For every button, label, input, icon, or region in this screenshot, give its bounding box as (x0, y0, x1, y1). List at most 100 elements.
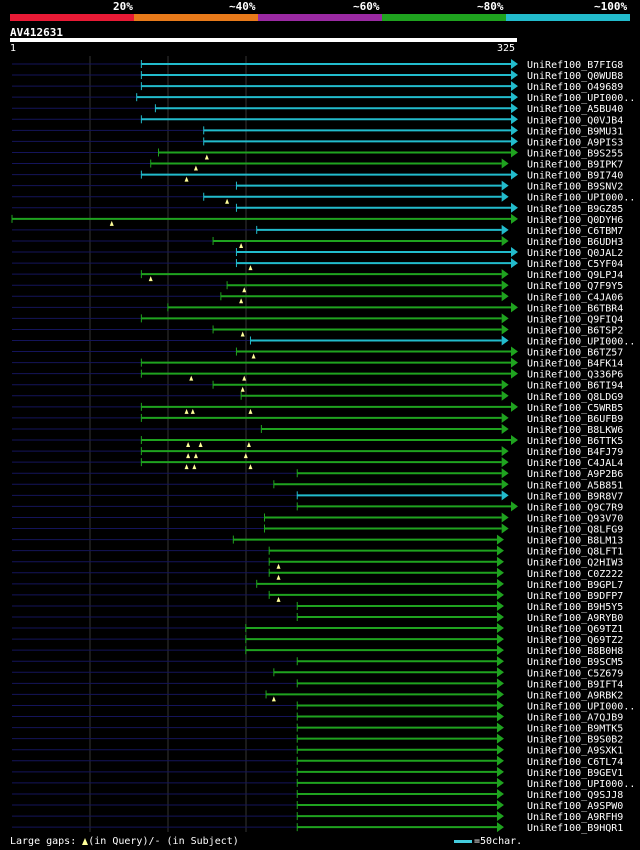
hit-label[interactable]: UniRef100_Q0WUB8 (527, 71, 623, 82)
hit-arrow-icon (501, 313, 509, 324)
hit-row: UniRef100_B9IFT4 (12, 678, 623, 690)
hit-label[interactable]: UniRef100_Q9SJJ8 (527, 790, 623, 801)
hit-label[interactable]: UniRef100_B6TZ57 (527, 348, 623, 359)
hit-label[interactable]: UniRef100_Q69TZ1 (527, 624, 623, 635)
hit-label[interactable]: UniRef100_B9MTK5 (527, 724, 623, 735)
hit-label[interactable]: UniRef100_A9SPW0 (527, 801, 623, 812)
hit-arrow-icon (501, 412, 509, 423)
hit-label[interactable]: UniRef100_Q336P6 (527, 370, 623, 381)
hit-label[interactable]: UniRef100_A9P2B6 (527, 469, 623, 480)
hit-label[interactable]: UniRef100_B9GZ85 (527, 204, 623, 215)
hit-label[interactable]: UniRef100_B9DFP7 (527, 591, 623, 602)
hit-row: UniRef100_B8LKW6 (12, 423, 623, 436)
hit-label[interactable]: UniRef100_B9R8V7 (527, 491, 623, 502)
hit-label[interactable]: UniRef100_C5Z679 (527, 668, 623, 679)
hit-row: UniRef100_Q9C7R9 (12, 501, 623, 513)
hit-label[interactable]: UniRef100_C0Z222 (527, 569, 623, 580)
hit-label[interactable]: UniRef100_B6UFB9 (527, 414, 623, 425)
hit-label[interactable]: UniRef100_B9IFT4 (527, 679, 623, 690)
hit-label[interactable]: UniRef100_Q9LPJ4 (527, 270, 623, 281)
hit-arrow-icon (511, 103, 518, 114)
hit-label[interactable]: UniRef100_UPI000.. (527, 779, 635, 790)
hit-label[interactable]: UniRef100_Q0JAL2 (527, 248, 623, 259)
hit-label[interactable]: UniRef100_Q7F9Y5 (527, 281, 623, 292)
hit-label[interactable]: UniRef100_B9SNV2 (527, 182, 623, 193)
hit-row: UniRef100_Q9LPJ4 (12, 269, 623, 282)
hit-arrow-icon (511, 169, 518, 180)
hit-label[interactable]: UniRef100_B8LM13 (527, 536, 623, 547)
hit-label[interactable]: UniRef100_Q9C7R9 (527, 502, 623, 513)
hit-arrow-icon (501, 446, 509, 457)
hit-label[interactable]: UniRef100_C5WRB5 (527, 403, 623, 414)
hit-label[interactable]: UniRef100_C6TL74 (527, 757, 623, 768)
query-gap-marker (184, 464, 189, 470)
query-gap-marker (192, 464, 197, 470)
hit-label[interactable]: UniRef100_A5B851 (527, 480, 623, 491)
hit-label[interactable]: UniRef100_Q9FIQ4 (527, 314, 623, 325)
hit-label[interactable]: UniRef100_Q69TZ2 (527, 635, 623, 646)
hit-label[interactable]: UniRef100_B8LKW6 (527, 425, 623, 436)
hit-label[interactable]: UniRef100_O49689 (527, 82, 623, 93)
hit-label[interactable]: UniRef100_B6UDH3 (527, 237, 623, 248)
hit-label[interactable]: UniRef100_C5YF04 (527, 259, 623, 270)
hit-arrow-icon (511, 136, 518, 147)
hit-arrow-icon (511, 81, 518, 92)
hit-label[interactable]: UniRef100_B6TTK5 (527, 436, 623, 447)
hit-label[interactable]: UniRef100_A9RYB0 (527, 613, 623, 624)
hit-arrow-icon (496, 689, 504, 700)
hit-row: UniRef100_UPI000.. (12, 777, 635, 790)
hit-label[interactable]: UniRef100_B9GPL7 (527, 580, 623, 591)
hit-label[interactable]: UniRef100_B4FJ79 (527, 447, 623, 458)
hit-label[interactable]: UniRef100_A9RFH9 (527, 812, 623, 823)
hit-row: UniRef100_Q69TZ2 (12, 634, 623, 646)
scale-label-100: ~100% (594, 0, 628, 13)
hit-label[interactable]: UniRef100_B9MU31 (527, 126, 623, 137)
hit-arrow-icon (496, 656, 504, 667)
hit-label[interactable]: UniRef100_UPI000.. (527, 193, 635, 204)
hit-label[interactable]: UniRef100_B9SCM5 (527, 657, 623, 668)
hit-label[interactable]: UniRef100_Q93V70 (527, 513, 623, 524)
hit-label[interactable]: UniRef100_UPI000.. (527, 93, 635, 104)
hit-label[interactable]: UniRef100_Q8LFT1 (527, 547, 623, 558)
hit-label[interactable]: UniRef100_UPI000.. (527, 337, 635, 348)
hit-label[interactable]: UniRef100_Q8LDG9 (527, 392, 623, 403)
hit-row: UniRef100_B6UDH3 (12, 235, 623, 248)
hit-label[interactable]: UniRef100_A9RBK2 (527, 690, 623, 701)
hit-label[interactable]: UniRef100_A5BU40 (527, 104, 623, 115)
hit-label[interactable]: UniRef100_C6TBM7 (527, 226, 623, 237)
hit-label[interactable]: UniRef100_B6TI94 (527, 381, 623, 392)
hit-arrow-icon (496, 645, 504, 656)
hit-arrow-icon (511, 401, 518, 412)
query-id: AV412631 (10, 26, 63, 39)
hit-label[interactable]: UniRef100_B4FK14 (527, 359, 623, 370)
hit-label[interactable]: UniRef100_B9I740 (527, 171, 623, 182)
hit-row: UniRef100_Q336P6 (12, 368, 623, 381)
hit-label[interactable]: UniRef100_C4JAL4 (527, 458, 623, 469)
legend-scale: =50char. (454, 836, 522, 847)
hit-label[interactable]: UniRef100_B9HQR1 (527, 823, 623, 834)
hit-label[interactable]: UniRef100_Q0VJB4 (527, 115, 623, 126)
hit-row: UniRef100_A9SXK1 (12, 744, 623, 757)
hit-arrow-icon (496, 545, 504, 556)
hit-label[interactable]: UniRef100_B9S255 (527, 148, 623, 159)
hit-row: UniRef100_B9H5Y5 (12, 600, 623, 613)
hit-label[interactable]: UniRef100_B9IPK7 (527, 160, 623, 171)
hit-label[interactable]: UniRef100_B9H5Y5 (527, 602, 623, 613)
hit-label[interactable]: UniRef100_A9PIS3 (527, 137, 623, 148)
hit-label[interactable]: UniRef100_B6TBR4 (527, 303, 623, 314)
hit-label[interactable]: UniRef100_Q0DYH6 (527, 215, 623, 226)
hit-label[interactable]: UniRef100_Q8LFG9 (527, 525, 623, 536)
hit-arrow-icon (511, 147, 518, 158)
hit-label[interactable]: UniRef100_UPI000.. (527, 701, 635, 712)
hit-label[interactable]: UniRef100_B7FIG8 (527, 60, 623, 71)
hit-arrow-icon (496, 788, 504, 799)
hit-label[interactable]: UniRef100_B9GEV1 (527, 768, 623, 779)
hit-arrow-icon (496, 534, 504, 545)
hit-label[interactable]: UniRef100_B8B0H8 (527, 646, 623, 657)
hit-label[interactable]: UniRef100_A9SXK1 (527, 746, 623, 757)
hit-label[interactable]: UniRef100_B6TSP2 (527, 325, 623, 336)
hit-label[interactable]: UniRef100_A7QJB9 (527, 713, 623, 724)
hit-label[interactable]: UniRef100_C4JA06 (527, 292, 623, 303)
hit-label[interactable]: UniRef100_B9S0B2 (527, 735, 623, 746)
hit-label[interactable]: UniRef100_Q2HIW3 (527, 558, 623, 569)
